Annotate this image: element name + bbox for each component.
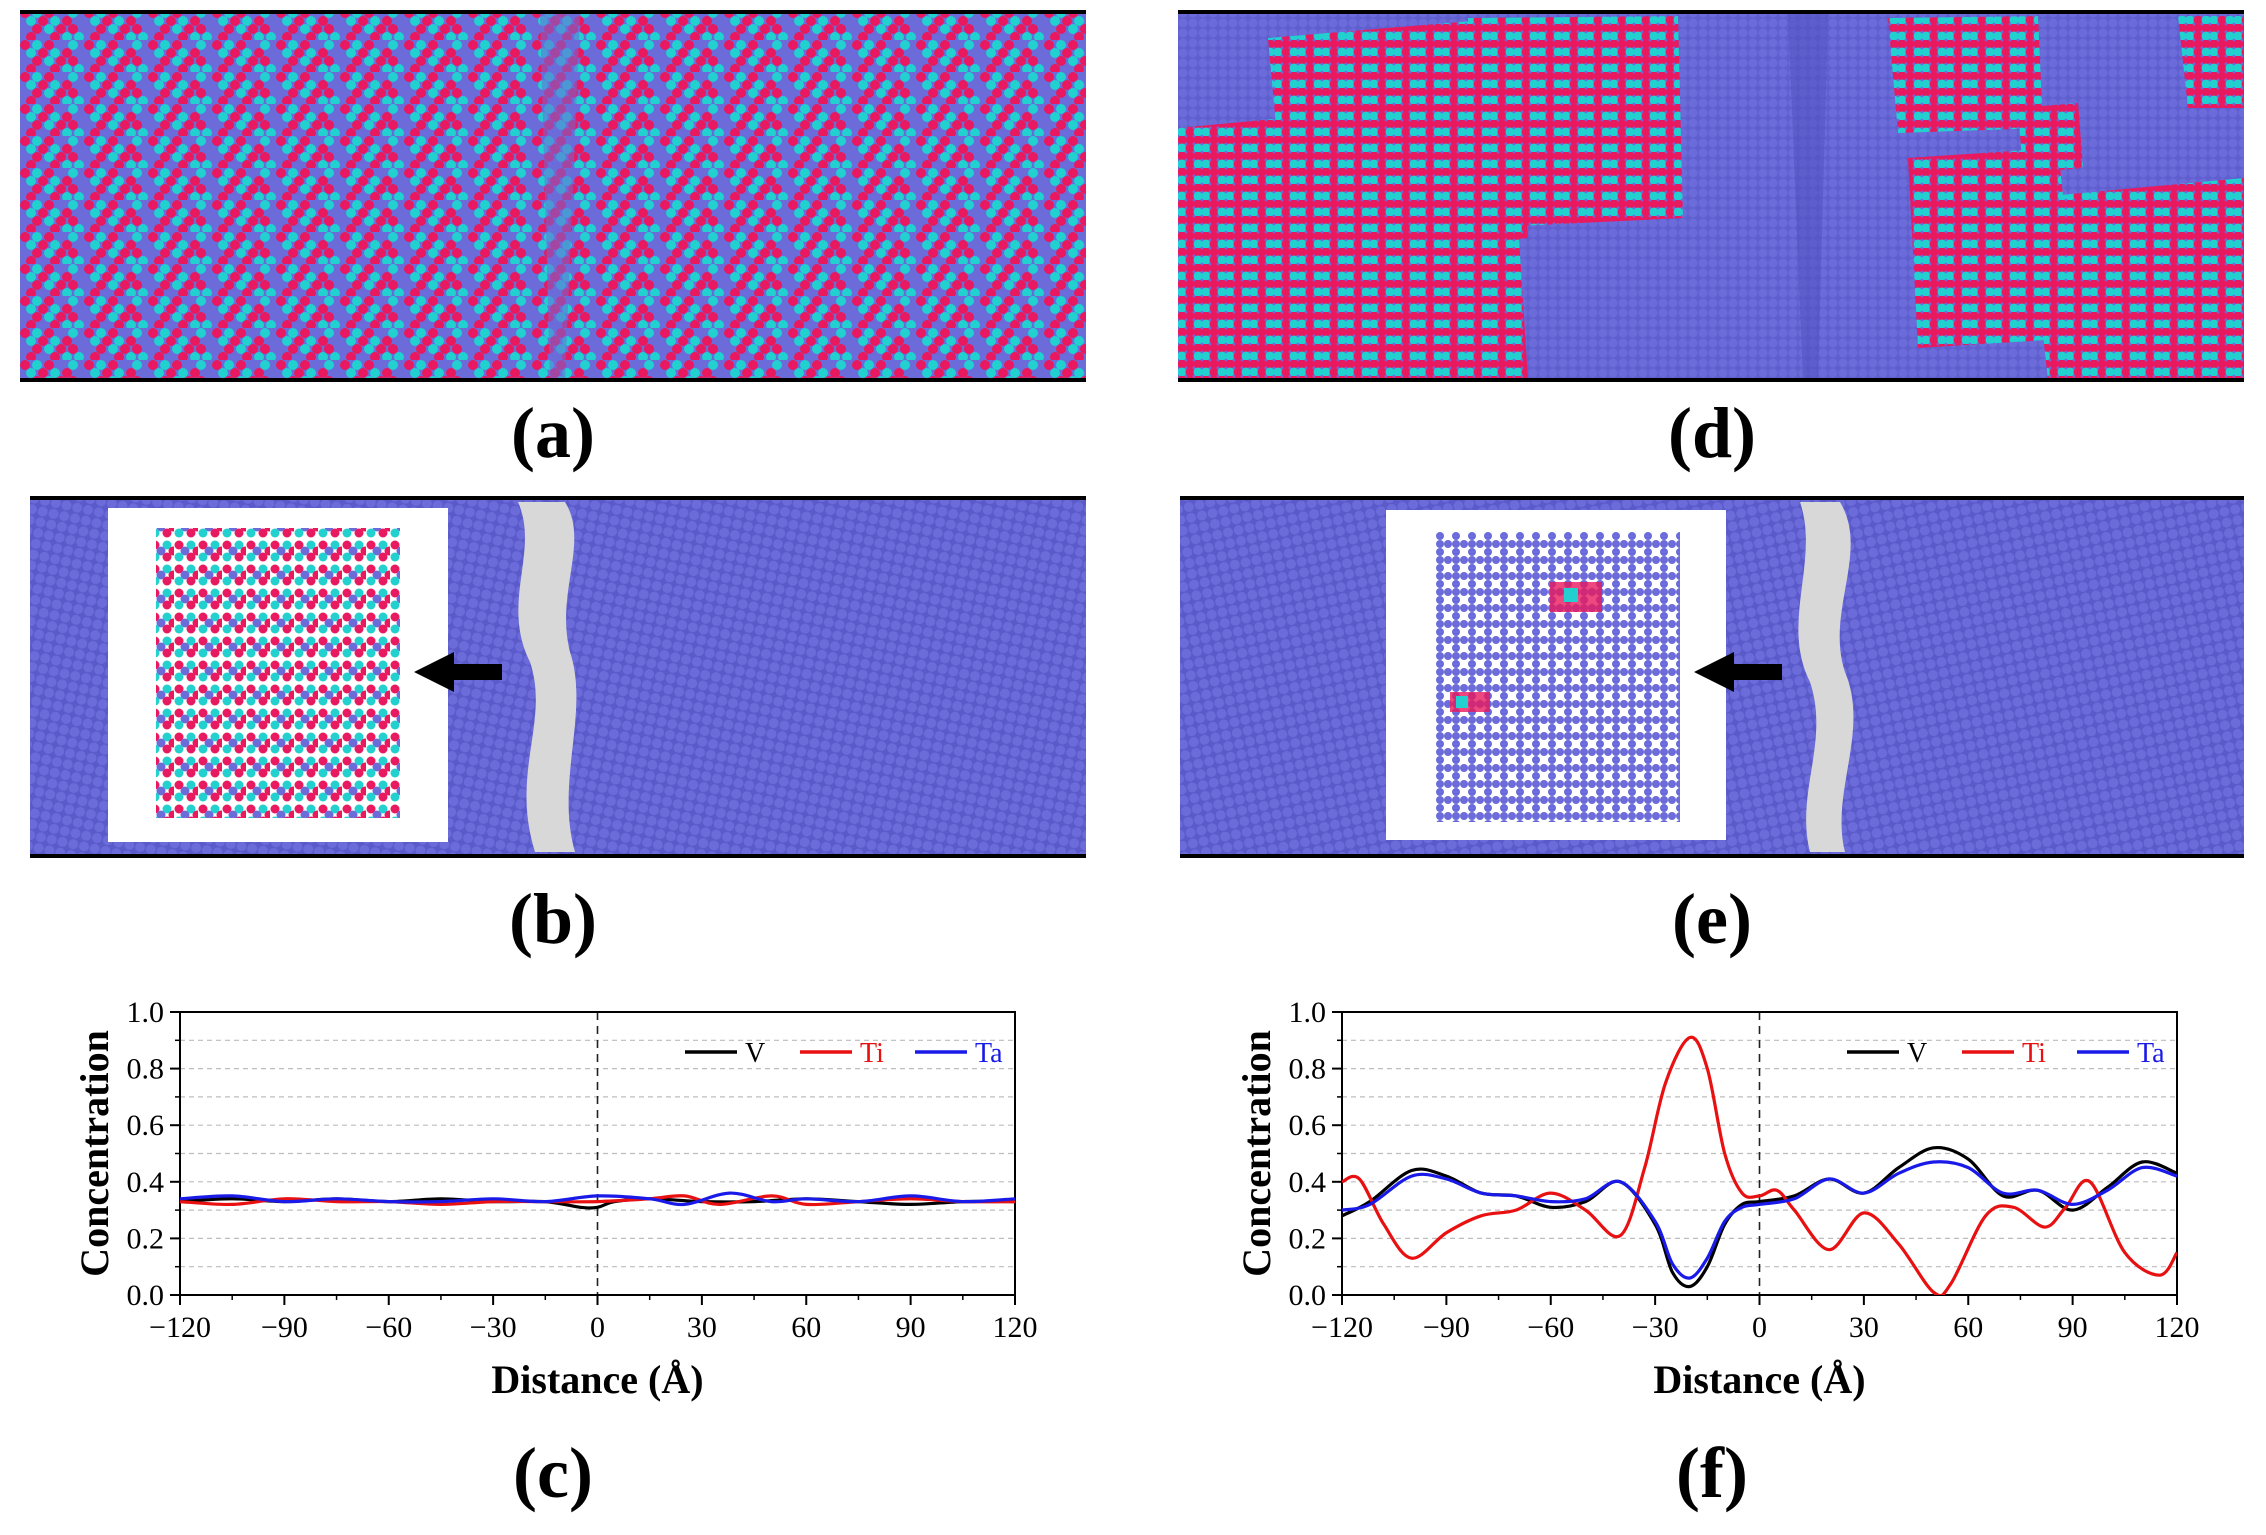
series-line-Ta xyxy=(180,1191,1015,1207)
x-tick-label: −30 xyxy=(1632,1311,1679,1344)
x-axis-label: Distance (Å) xyxy=(491,1357,703,1402)
x-tick-label: −90 xyxy=(261,1311,308,1344)
x-tick-label: 60 xyxy=(791,1311,821,1344)
snapshot-e xyxy=(1180,496,2244,858)
x-tick-label: 120 xyxy=(993,1311,1038,1344)
x-tick-label: −120 xyxy=(1311,1311,1373,1344)
x-tick-label: 120 xyxy=(2155,1311,2200,1344)
x-tick-label: −60 xyxy=(1527,1311,1574,1344)
x-tick-label: −120 xyxy=(149,1311,211,1344)
snapshot-b xyxy=(30,496,1086,858)
x-tick-label: 30 xyxy=(687,1311,717,1344)
x-axis-label: Distance (Å) xyxy=(1653,1357,1865,1402)
y-tick-label: 0.2 xyxy=(1289,1222,1327,1255)
x-tick-label: 30 xyxy=(1849,1311,1879,1344)
chart-f: −120 −90 −60 −30 0 30 60 90 120 0.0 0.2 0.4 0.6 0.8 1.… xyxy=(1234,996,2200,1402)
legend-label-Ta: Ta xyxy=(2137,1038,2165,1069)
panel-label-b: (b) xyxy=(509,879,597,959)
y-tick-label: 0.0 xyxy=(127,1279,165,1312)
legend-label-V: V xyxy=(1907,1038,1927,1069)
x-tick-label: 90 xyxy=(2058,1311,2088,1344)
series-line-Ta xyxy=(1342,1160,2177,1280)
y-tick-label: 0.6 xyxy=(1289,1109,1327,1142)
series-line-Ti xyxy=(1342,1035,2177,1295)
y-tick-label: 0.8 xyxy=(1289,1053,1327,1086)
panel-label-e: (e) xyxy=(1672,879,1752,959)
y-tick-label: 0.8 xyxy=(127,1053,165,1086)
legend-label-Ti: Ti xyxy=(2022,1038,2046,1069)
x-tick-label: −60 xyxy=(365,1311,412,1344)
y-tick-label: 0.4 xyxy=(127,1166,165,1199)
arrow-icon xyxy=(1694,652,1782,692)
panel-label-a: (a) xyxy=(511,393,595,473)
x-tick-label: 0 xyxy=(1752,1311,1767,1344)
x-tick-label: −90 xyxy=(1423,1311,1470,1344)
legend-label-Ta: Ta xyxy=(975,1038,1003,1069)
y-tick-label: 1.0 xyxy=(127,996,165,1029)
chart-c: −120 −90 −60 −30 0 30 60 90 120 0.0 0.2 0.4 0.6 0.8 1.… xyxy=(72,996,1038,1402)
x-tick-label: 60 xyxy=(1953,1311,1983,1344)
arrow-icon xyxy=(414,652,502,692)
y-tick-label: 1.0 xyxy=(1289,996,1327,1029)
x-tick-label: 0 xyxy=(590,1311,605,1344)
legend-label-V: V xyxy=(745,1038,765,1069)
panel-label-d: (d) xyxy=(1668,393,1756,473)
panel-label-f: (f) xyxy=(1676,1433,1748,1513)
panel-label-c: (c) xyxy=(513,1433,593,1513)
snapshot-a xyxy=(20,10,1086,382)
x-tick-label: −30 xyxy=(470,1311,517,1344)
y-tick-label: 0.4 xyxy=(1289,1166,1327,1199)
x-tick-label: 90 xyxy=(896,1311,926,1344)
y-tick-label: 0.6 xyxy=(127,1109,165,1142)
legend-label-Ti: Ti xyxy=(860,1038,884,1069)
y-tick-label: 0.0 xyxy=(1289,1279,1327,1312)
snapshot-d xyxy=(1178,10,2244,382)
y-axis-label: Concentration xyxy=(1234,1030,1279,1277)
y-axis-label: Concentration xyxy=(72,1030,117,1277)
y-tick-label: 0.2 xyxy=(127,1222,165,1255)
